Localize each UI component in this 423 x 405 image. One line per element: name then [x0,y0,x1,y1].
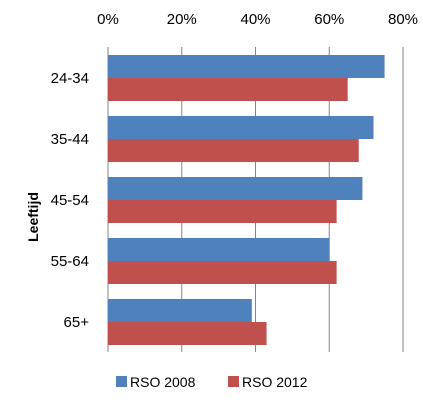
bar-rso-2012-45-54 [108,200,337,223]
bar-rso-2008-24-34 [108,55,385,78]
legend-label: RSO 2008 [130,374,196,390]
bar-rso-2012-65+ [108,322,267,345]
bars [108,55,385,345]
bar-rso-2012-55-64 [108,261,337,284]
x-tick-label: 60% [314,11,344,28]
bar-rso-2012-35-44 [108,139,359,162]
bar-rso-2008-35-44 [108,116,374,139]
legend-swatch [116,376,127,387]
x-tick-label: 0% [97,11,119,28]
x-tick-label: 80% [388,11,418,28]
y-tick-label: 55-64 [51,253,89,270]
x-tick-label: 40% [240,11,270,28]
y-tick-label: 45-54 [51,192,89,209]
y-tick-label: 65+ [64,314,90,331]
bar-rso-2012-24-34 [108,78,348,101]
legend-label: RSO 2012 [242,374,308,390]
x-tick-label: 20% [167,11,197,28]
y-tick-label: 35-44 [51,131,89,148]
bar-rso-2008-55-64 [108,238,330,261]
legend: RSO 2008 RSO 2012 [116,374,308,390]
bar-rso-2008-65+ [108,299,252,322]
x-tick-labels: 0% 20% 40% 60% 80% [97,11,418,28]
y-tick-label: 24-34 [51,70,89,87]
y-tick-labels: 24-34 35-44 45-54 55-64 65+ [51,70,90,331]
bar-rso-2008-45-54 [108,177,363,200]
legend-swatch [228,376,239,387]
y-axis-title: Leeftijd [25,192,41,242]
